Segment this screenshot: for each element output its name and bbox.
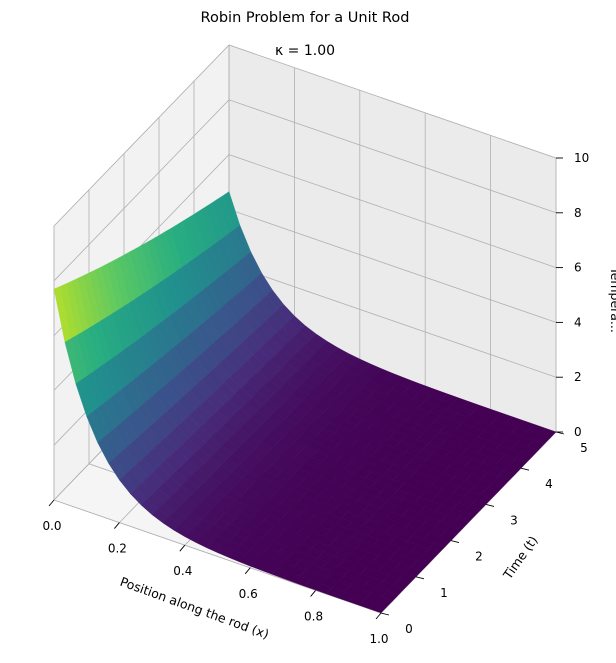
x-tick-mark bbox=[48, 499, 55, 507]
z-tick-label: 8 bbox=[574, 206, 582, 220]
z-tick-label: 4 bbox=[574, 315, 582, 329]
z-axis-label: Tempera... bbox=[608, 266, 616, 333]
surface-plot bbox=[53, 191, 557, 614]
z-tick-label: 10 bbox=[574, 151, 589, 165]
z-gridline bbox=[53, 44, 557, 227]
z-tick-label: 6 bbox=[574, 261, 582, 275]
t-tick-mark bbox=[485, 503, 495, 507]
z-gridline bbox=[53, 99, 557, 282]
t-tick-label: 2 bbox=[475, 550, 483, 564]
x-axis-label: Position along the rod (x) bbox=[118, 574, 271, 642]
x-tick-label: 1.0 bbox=[369, 632, 388, 646]
x-tick-label: 0.0 bbox=[42, 519, 61, 533]
surface-patch bbox=[369, 602, 388, 614]
x-tick-mark bbox=[310, 590, 316, 597]
y-axis-label: Time (t) bbox=[499, 533, 540, 583]
z-tick-label: 2 bbox=[574, 370, 582, 384]
t-tick-mark bbox=[520, 467, 530, 471]
t-tick-label: 3 bbox=[510, 513, 518, 527]
z-tick-label: 0 bbox=[574, 425, 582, 439]
chart-title: Robin Problem for a Unit Rod bbox=[201, 10, 410, 26]
t-tick-mark bbox=[415, 576, 425, 580]
x-tick-label: 0.6 bbox=[239, 587, 258, 601]
x-tick-label: 0.4 bbox=[173, 564, 192, 578]
t-tick-mark bbox=[450, 540, 460, 544]
t-tick-label: 4 bbox=[545, 477, 553, 491]
x-tick-mark bbox=[375, 612, 382, 620]
t-tick-label: 5 bbox=[580, 441, 588, 455]
axis-ticks: 0.0 0.2 0.4 0.6 0.8 1.0 0 1 2 3 4 5 0 2 4 6 8 10 bbox=[42, 151, 589, 646]
x-tick-mark bbox=[179, 544, 186, 552]
t-tick-mark bbox=[380, 612, 390, 616]
t-tick-label: 1 bbox=[440, 586, 448, 600]
t-tick-label: 0 bbox=[405, 622, 413, 636]
x-tick-label: 0.2 bbox=[108, 542, 127, 556]
chart-subtitle: κ = 1.00 bbox=[275, 43, 335, 59]
x-tick-label: 0.8 bbox=[304, 609, 323, 623]
x-tick-mark bbox=[114, 522, 120, 529]
x-tick-mark bbox=[244, 567, 251, 575]
